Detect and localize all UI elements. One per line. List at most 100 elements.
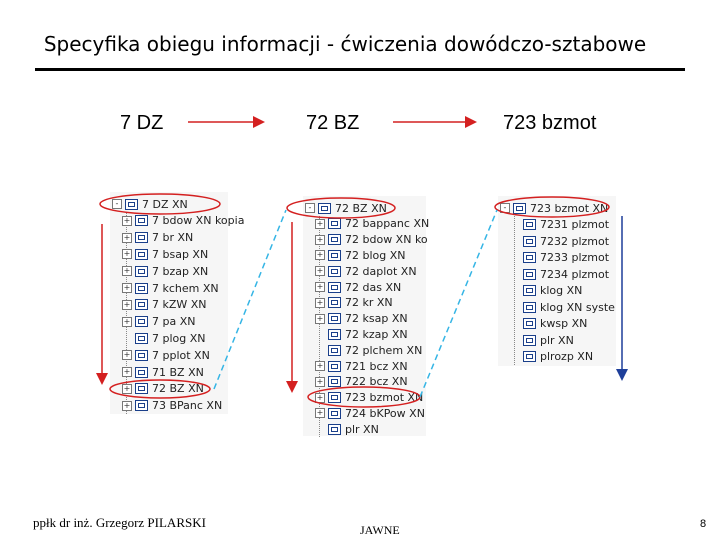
expand-toggle-icon[interactable]: + [315, 297, 325, 308]
collapse-toggle-icon[interactable]: - [112, 199, 122, 209]
tree-item[interactable]: klog XN syste [510, 299, 615, 315]
tree-item-label: 72 plchem XN [345, 343, 423, 357]
expand-toggle-icon[interactable]: + [122, 316, 132, 327]
tree-item[interactable]: +72 bappanc XN [315, 216, 429, 232]
expand-toggle-icon[interactable]: + [122, 383, 132, 394]
tree-item[interactable]: klog XN [510, 283, 582, 299]
expand-toggle-icon[interactable]: + [315, 282, 325, 292]
tree-item[interactable]: - 72 BZ XN [305, 200, 387, 216]
tree-item[interactable]: +72 daplot XN [315, 263, 417, 279]
unit-symbol-icon [523, 219, 536, 230]
expand-toggle-icon[interactable]: + [315, 250, 325, 261]
dashed-link-723bzmot [419, 209, 498, 398]
tree-item-label: 7 kchem XN [152, 281, 219, 295]
unit-symbol-icon [328, 249, 341, 261]
collapse-toggle-icon[interactable]: - [305, 203, 315, 213]
expand-toggle-icon[interactable]: + [122, 283, 132, 293]
tree-item[interactable]: +72 das XN [315, 279, 401, 295]
tree-item-label: kwsp XN [540, 317, 588, 330]
tree-item-label: 72 das XN [345, 280, 402, 294]
expand-toggle-icon[interactable]: + [315, 313, 325, 324]
tree-panel-723bzmot [498, 196, 616, 366]
tree-item[interactable]: +7 pplot XN [122, 347, 210, 363]
tree-item[interactable]: 72 plchem XN [315, 342, 422, 358]
tree-item[interactable]: +7 pa XN [122, 314, 195, 330]
tree-item[interactable]: +7 bzap XN [122, 263, 208, 279]
expand-toggle-icon[interactable]: + [315, 392, 325, 403]
expand-toggle-icon[interactable]: + [122, 215, 132, 226]
page-number: 8 [700, 518, 707, 530]
unit-symbol-icon [318, 202, 331, 214]
tree-item[interactable]: -723 bzmot XN [500, 200, 608, 216]
tree-item-label: 71 BZ XN [152, 365, 204, 379]
expand-toggle-icon[interactable]: + [122, 249, 132, 260]
expand-toggle-icon[interactable]: + [315, 361, 325, 371]
tree-item[interactable]: 72 kzap XN [315, 326, 408, 342]
tree-item[interactable]: plrozp XN [510, 349, 593, 365]
highlight-723bzmot-in-72bz [307, 386, 421, 408]
tree-item-label: klog XN [540, 284, 583, 297]
tree-item[interactable]: +7 bsap XN [122, 246, 208, 262]
tree-item[interactable]: +7 br XN [122, 230, 193, 246]
tree-item[interactable]: 7232 plzmot [510, 233, 609, 249]
unit-symbol-icon [135, 366, 148, 378]
tree-item[interactable]: +72 BZ XN [122, 381, 204, 397]
expand-toggle-icon[interactable]: + [122, 350, 132, 361]
tree-item[interactable]: plr XN [315, 421, 379, 437]
tree-item-label: 7233 plzmot [540, 251, 610, 264]
tree-item-label: 724 bKPow XN [345, 406, 425, 420]
unit-symbol-icon [523, 252, 536, 263]
expand-toggle-icon[interactable]: + [315, 218, 325, 229]
tree-item[interactable]: 7234 plzmot [510, 266, 609, 282]
tree-item-label: 7231 plzmot [540, 218, 610, 231]
highlight-723bzmot-root [494, 196, 610, 218]
tree-item-label: 7 pplot XN [152, 348, 210, 362]
tree-item[interactable]: +7 kZW XN [122, 297, 207, 313]
tree-item[interactable]: +72 bdow XN ko [315, 232, 428, 248]
tree-item-label: 72 kzap XN [345, 327, 408, 341]
tree-item[interactable]: +721 bcz XN [315, 358, 408, 374]
expand-toggle-icon[interactable]: + [122, 400, 132, 411]
tree-item[interactable]: +72 blog XN [315, 247, 406, 263]
unit-symbol-icon [328, 376, 341, 388]
tree-item-label: 72 bappanc XN [345, 217, 430, 231]
highlight-72bz-in-7dz [109, 379, 211, 399]
title-underline [35, 68, 685, 71]
tree-item[interactable]: +722 bcz XN [315, 374, 408, 390]
expand-toggle-icon[interactable]: + [122, 232, 132, 243]
tree-item-label: 7 br XN [152, 231, 194, 245]
expand-toggle-icon[interactable]: + [122, 266, 132, 277]
tree-item[interactable]: +723 bzmot XN [315, 390, 423, 406]
tree-item[interactable]: 7231 plzmot [510, 217, 609, 233]
expand-toggle-icon[interactable]: + [315, 408, 325, 419]
unit-symbol-icon [135, 400, 148, 412]
tree-item[interactable]: 7233 plzmot [510, 250, 609, 266]
expand-toggle-icon[interactable]: + [122, 367, 132, 377]
expand-toggle-icon[interactable]: + [122, 299, 132, 310]
unit-symbol-icon [328, 328, 341, 340]
tree-item[interactable]: +7 bdow XN kopia [122, 213, 244, 229]
tree-item-label: 7 bdow XN kopia [152, 214, 245, 228]
tree-item[interactable]: +72 kr XN [315, 295, 393, 311]
header-723bzmot: 723 bzmot [503, 112, 597, 134]
expand-toggle-icon[interactable]: + [315, 376, 325, 387]
tree-item[interactable]: plr XN [510, 332, 574, 348]
tree-item[interactable]: kwsp XN [510, 316, 587, 332]
unit-symbol-icon [523, 351, 536, 362]
tree-item[interactable]: +73 BPanc XN [122, 398, 222, 414]
tree-item[interactable]: - 7 DZ XN [112, 196, 188, 212]
tree-item[interactable]: +71 BZ XN [122, 364, 204, 380]
expand-toggle-icon[interactable]: + [315, 234, 325, 245]
unit-symbol-icon [523, 334, 536, 346]
tree-guide-line [514, 216, 515, 365]
expand-toggle-icon[interactable]: + [315, 266, 325, 277]
tree-item[interactable]: +72 ksap XN [315, 311, 408, 327]
unit-symbol-icon [328, 407, 341, 419]
tree-item[interactable]: 7 plog XN [122, 330, 206, 346]
tree-item[interactable]: +7 kchem XN [122, 280, 219, 296]
unit-symbol-icon [523, 318, 536, 329]
unit-symbol-icon [125, 198, 138, 210]
tree-item[interactable]: +724 bKPow XN [315, 405, 425, 421]
tree-item-label: 7 bsap XN [152, 247, 209, 261]
